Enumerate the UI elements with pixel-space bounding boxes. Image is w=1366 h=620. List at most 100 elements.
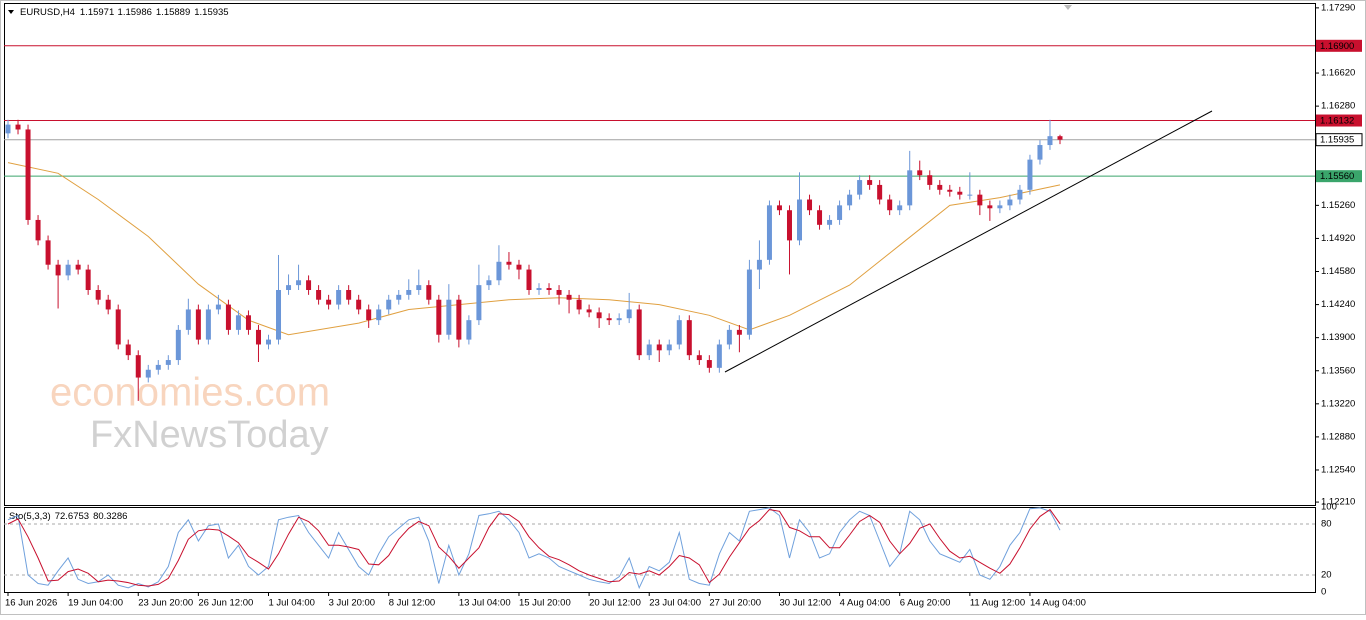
- candle-body: [1027, 159, 1033, 190]
- header-open: 1.15971: [80, 7, 114, 18]
- candle-body: [887, 199, 893, 211]
- candle-body: [1017, 189, 1023, 200]
- stochastic-k: [7, 507, 1061, 590]
- candle-body: [746, 269, 752, 335]
- x-tick-label: 8 Jul 12:00: [389, 598, 435, 609]
- x-tick-label: 11 Aug 12:00: [970, 598, 1025, 609]
- candle-body: [25, 129, 31, 220]
- candle-body: [526, 269, 532, 290]
- candle-body: [967, 194, 973, 196]
- candle-body: [446, 299, 452, 335]
- candle-body: [987, 205, 993, 209]
- candle-body: [95, 289, 101, 300]
- y-tick-label: 1.14580: [1321, 266, 1355, 277]
- candle-body: [596, 312, 602, 319]
- candle-body: [456, 299, 462, 340]
- candle-body: [145, 369, 151, 378]
- y-tick-label: 1.13560: [1321, 365, 1355, 376]
- price-label-box: [1315, 133, 1363, 147]
- candle-body: [496, 261, 502, 281]
- candle-body: [897, 205, 903, 211]
- x-tick-label: 20 Jul 12:00: [589, 598, 641, 609]
- price-label: 1.15935: [1320, 135, 1354, 146]
- candle-body: [997, 205, 1003, 209]
- candle-body: [817, 210, 823, 225]
- candle-body: [65, 264, 71, 276]
- stochastic-tick-label: 80: [1321, 519, 1332, 530]
- candle-body: [346, 289, 352, 300]
- candle-body: [957, 191, 963, 195]
- candle-body: [786, 210, 792, 241]
- x-tick-label: 1 Jul 04:00: [268, 598, 314, 609]
- level-label-box: [1316, 170, 1362, 183]
- candle-body: [215, 304, 221, 310]
- plot-area: [4, 45, 1315, 401]
- candle-body: [15, 124, 21, 130]
- candle-body: [977, 194, 983, 206]
- candle-body: [5, 124, 11, 134]
- candle-body: [366, 309, 372, 321]
- candle-body: [937, 184, 943, 190]
- x-tick-label: 13 Jul 04:00: [459, 598, 511, 609]
- stochastic-d: [7, 508, 1061, 587]
- candle-body: [185, 309, 191, 330]
- candle-body: [316, 289, 322, 300]
- candle-body: [776, 205, 782, 211]
- x-tick-label: 23 Jun 20:00: [138, 598, 193, 609]
- stochastic-k-last: 72.6753: [55, 511, 89, 522]
- y-tick-label: 1.12880: [1321, 431, 1355, 442]
- y-tick-label: 1.14920: [1321, 233, 1355, 244]
- candle-body: [576, 299, 582, 310]
- candle-body: [436, 299, 442, 335]
- candle-body: [827, 219, 833, 225]
- x-tick-label: 23 Jul 04:00: [649, 598, 701, 609]
- level-label: 1.16132: [1320, 116, 1354, 127]
- candle-body: [907, 170, 913, 206]
- candle-body: [135, 355, 141, 378]
- y-tick-label: 1.14240: [1321, 299, 1355, 310]
- candle-body: [797, 199, 803, 241]
- x-tick-label: 26 Jun 12:00: [198, 598, 253, 609]
- candle-body: [165, 360, 171, 365]
- chart-header: EURUSD,H4 1.15971 1.15986 1.15889 1.15935: [20, 7, 229, 18]
- candle-body: [736, 329, 742, 335]
- candle-body: [556, 289, 562, 295]
- candle-body: [516, 264, 522, 270]
- candle-body: [716, 344, 722, 368]
- x-tick-label: 14 Aug 04:00: [1030, 598, 1086, 609]
- stochastic-panel: [4, 507, 1316, 593]
- candle-body: [1047, 136, 1053, 146]
- candle-body: [877, 184, 883, 200]
- shift-marker: [1064, 5, 1072, 10]
- candle-body: [326, 299, 332, 305]
- y-tick-label: 1.12540: [1321, 464, 1355, 475]
- stochastic-label: Sto(5,3,3): [9, 511, 51, 522]
- x-tick-label: 6 Aug 20:00: [900, 598, 951, 609]
- candle-body: [306, 280, 312, 290]
- candle-body: [646, 344, 652, 356]
- level-label: 1.16900: [1320, 41, 1354, 52]
- candle-body: [807, 199, 813, 211]
- candle-body: [656, 344, 662, 351]
- candle-body: [686, 320, 692, 356]
- candle-body: [55, 264, 61, 276]
- candle-body: [476, 285, 482, 321]
- candle-body: [616, 318, 622, 321]
- candle-body: [466, 320, 472, 340]
- y-tick-label: 1.13900: [1321, 332, 1355, 343]
- menu-arrow: [8, 10, 14, 14]
- candle-body: [1057, 136, 1063, 140]
- candle-body: [235, 315, 241, 330]
- level-label-box: [1316, 114, 1362, 127]
- candle-body: [115, 309, 121, 345]
- candle-body: [406, 289, 412, 295]
- candle-body: [75, 264, 81, 270]
- stochastic-d-last: 80.3286: [93, 511, 127, 522]
- candle-body: [867, 180, 873, 185]
- candle-body: [586, 309, 592, 313]
- y-tick-label: 1.13220: [1321, 398, 1355, 409]
- candle-body: [225, 304, 231, 330]
- candle-body: [506, 261, 512, 265]
